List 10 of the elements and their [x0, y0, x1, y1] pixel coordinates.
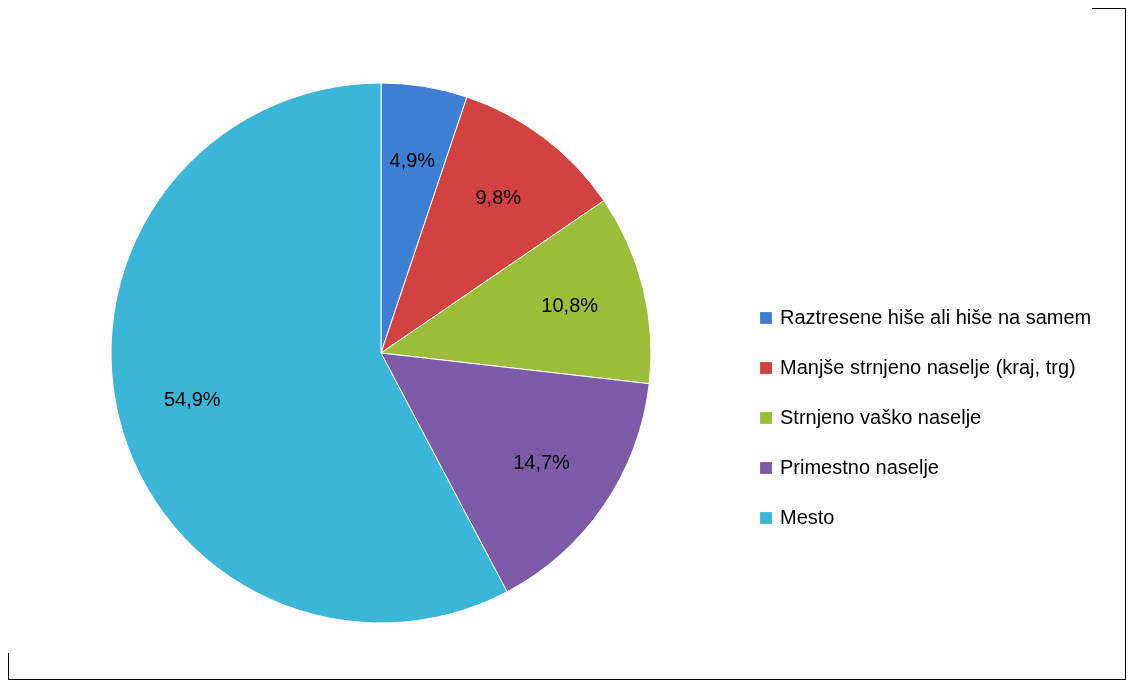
- legend-label: Strnjeno vaško naselje: [780, 406, 982, 428]
- data-label: 10,8%: [541, 294, 599, 317]
- data-label: 14,7%: [513, 450, 571, 473]
- legend-label: Primestno naselje: [780, 456, 939, 478]
- data-label: 54,9%: [163, 387, 221, 410]
- data-label: 4,9%: [389, 149, 436, 172]
- legend-label: Mesto: [780, 506, 835, 528]
- data-label: 9,8%: [475, 185, 522, 208]
- legend-label: Raztresene hiše ali hiše na samem: [780, 306, 1092, 328]
- legend-label: Manjše strnjeno naselje (kraj, trg): [780, 356, 1076, 378]
